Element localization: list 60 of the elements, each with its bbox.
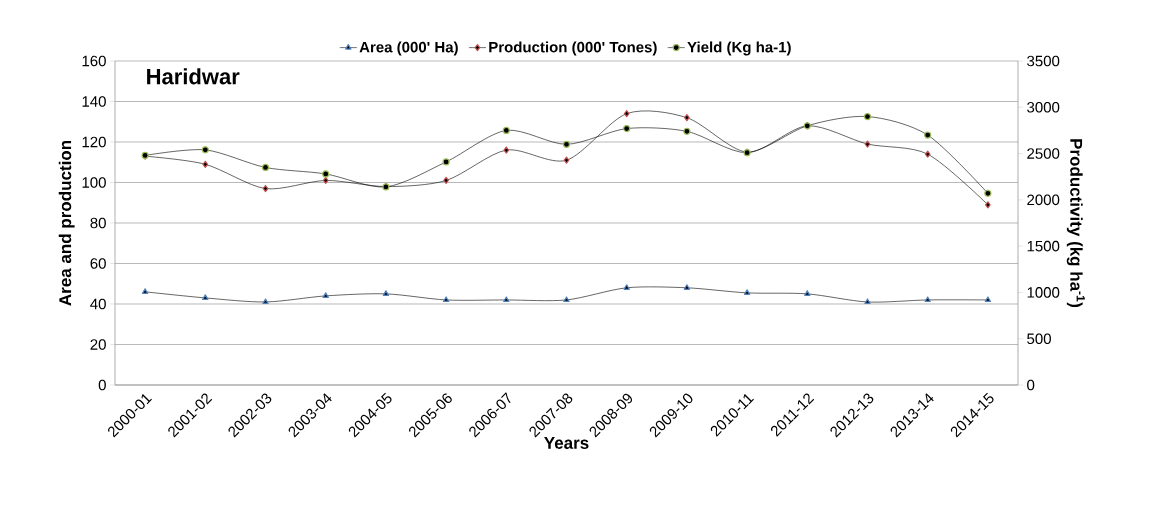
point xyxy=(322,176,329,185)
point xyxy=(262,298,269,305)
point xyxy=(623,124,631,133)
point xyxy=(623,284,630,290)
y-tick-label: 100 xyxy=(82,177,106,188)
point xyxy=(984,296,992,303)
point xyxy=(984,189,992,197)
point xyxy=(261,163,270,172)
point xyxy=(322,292,329,298)
point xyxy=(684,114,690,122)
point xyxy=(562,140,571,148)
point xyxy=(563,296,570,303)
y-tick-label: 40 xyxy=(90,298,106,310)
point xyxy=(743,289,751,295)
y-tick-label: 60 xyxy=(90,258,106,269)
y2-tick-label: 0 xyxy=(1027,379,1035,391)
point xyxy=(924,131,932,139)
point xyxy=(863,112,872,121)
point xyxy=(502,126,510,135)
y-tick-label: 140 xyxy=(82,96,106,107)
point xyxy=(563,156,570,164)
y2-tick-label: 1000 xyxy=(1027,287,1060,298)
y2-tick-label: 2000 xyxy=(1027,194,1060,206)
legend-label: Area (000' Ha) xyxy=(359,41,458,56)
point xyxy=(442,296,450,303)
y2-axis-title: Productivity (kg ha$^{-1}$) xyxy=(1066,139,1085,308)
point xyxy=(924,296,931,303)
point xyxy=(985,201,991,209)
point xyxy=(322,170,330,178)
y2-tick-label: 3500 xyxy=(1027,55,1060,67)
point xyxy=(503,146,510,154)
point xyxy=(442,158,450,166)
y2-tick-label: 3000 xyxy=(1027,101,1060,113)
point xyxy=(864,298,871,305)
y-tick-label: 0 xyxy=(98,379,106,391)
legend-label: Yield (Kg ha-1) xyxy=(687,41,791,56)
point xyxy=(924,150,931,158)
point xyxy=(864,140,871,148)
point xyxy=(503,296,510,303)
y-tick-label: 120 xyxy=(82,136,106,148)
point xyxy=(201,146,209,154)
point xyxy=(683,284,691,290)
point xyxy=(683,127,691,135)
x-axis-title: Years xyxy=(544,437,589,449)
chart-title: Haridwar xyxy=(147,68,240,85)
y-axis-title: Area and production xyxy=(58,140,75,306)
y2-tick-label: 500 xyxy=(1027,333,1051,345)
y2-tick-label: 1500 xyxy=(1027,240,1060,252)
y-tick-label: 20 xyxy=(90,339,106,350)
legend-label: Production (000' Tones) xyxy=(489,41,657,56)
point xyxy=(202,294,209,301)
y2-tick-label: 2500 xyxy=(1027,148,1060,159)
point xyxy=(382,290,390,296)
point xyxy=(804,290,811,296)
y-tick-label: 80 xyxy=(90,217,106,229)
point xyxy=(262,184,269,193)
y-tick-label: 160 xyxy=(82,55,106,67)
point xyxy=(141,288,149,294)
point xyxy=(202,160,209,168)
point xyxy=(623,110,630,118)
